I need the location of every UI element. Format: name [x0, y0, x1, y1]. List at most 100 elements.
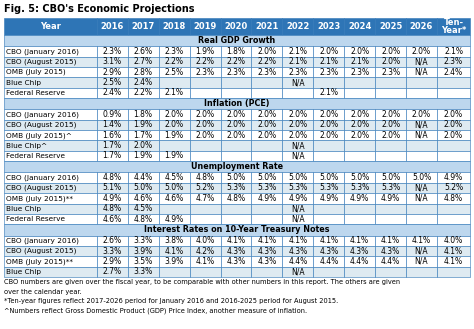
Bar	[283, 214, 313, 224]
Bar	[220, 236, 251, 246]
Text: 2.0%: 2.0%	[288, 110, 308, 119]
Bar	[190, 77, 220, 88]
Text: N/A: N/A	[291, 151, 305, 161]
Bar	[190, 18, 220, 35]
Bar	[190, 193, 220, 204]
Bar	[190, 172, 220, 183]
Bar	[251, 172, 283, 183]
Bar	[159, 214, 190, 224]
Bar	[220, 246, 251, 256]
Text: 4.9%: 4.9%	[381, 194, 400, 203]
Text: 2.0%: 2.0%	[381, 47, 400, 56]
Bar	[283, 204, 313, 214]
Bar	[375, 77, 406, 88]
Text: 2.6%: 2.6%	[103, 236, 122, 245]
Text: 1.9%: 1.9%	[134, 120, 153, 129]
Text: 2.3%: 2.3%	[319, 68, 338, 77]
Bar	[375, 18, 406, 35]
Bar	[4, 98, 470, 109]
Bar	[220, 67, 251, 77]
Bar	[159, 46, 190, 57]
Bar	[4, 18, 97, 35]
Text: CBO (August 2015): CBO (August 2015)	[7, 248, 77, 254]
Text: 2.1%: 2.1%	[319, 89, 338, 97]
Bar	[283, 88, 313, 98]
Text: OMB (July 2015)^: OMB (July 2015)^	[7, 132, 73, 139]
Text: 4.0%: 4.0%	[444, 236, 463, 245]
Text: 2.0%: 2.0%	[319, 110, 338, 119]
Text: 3.3%: 3.3%	[134, 267, 153, 276]
Text: 2.2%: 2.2%	[257, 57, 276, 66]
Text: 4.6%: 4.6%	[103, 215, 122, 224]
Text: 2023: 2023	[317, 22, 340, 31]
Text: Interest Rates on 10-Year Treasury Notes: Interest Rates on 10-Year Treasury Notes	[144, 225, 330, 234]
Bar	[313, 57, 344, 67]
Bar	[251, 67, 283, 77]
Bar	[159, 67, 190, 77]
Text: 1.9%: 1.9%	[134, 151, 153, 161]
Text: 3.3%: 3.3%	[103, 247, 122, 256]
Bar	[437, 46, 470, 57]
Text: 5.0%: 5.0%	[227, 173, 246, 182]
Bar	[344, 183, 375, 193]
Bar	[313, 214, 344, 224]
Bar	[128, 46, 159, 57]
Bar	[283, 140, 313, 151]
Text: 5.0%: 5.0%	[257, 173, 276, 182]
Text: N/A: N/A	[415, 57, 428, 66]
Text: Year: Year	[40, 22, 61, 31]
Bar	[251, 88, 283, 98]
Text: CBO (August 2015): CBO (August 2015)	[7, 122, 77, 128]
Bar	[4, 224, 470, 236]
Text: 2.5%: 2.5%	[164, 68, 183, 77]
Text: 4.1%: 4.1%	[381, 236, 400, 245]
Bar	[437, 109, 470, 120]
Text: 4.1%: 4.1%	[164, 247, 183, 256]
Text: over the calendar year.: over the calendar year.	[4, 289, 82, 294]
Bar	[128, 246, 159, 256]
Text: 3.9%: 3.9%	[164, 257, 184, 266]
Text: 4.9%: 4.9%	[164, 215, 184, 224]
Text: 2.8%: 2.8%	[134, 68, 153, 77]
Bar	[159, 77, 190, 88]
Bar	[406, 172, 437, 183]
Text: 5.0%: 5.0%	[288, 173, 308, 182]
Bar	[313, 67, 344, 77]
Bar	[406, 57, 437, 67]
Text: 2.0%: 2.0%	[350, 110, 369, 119]
Bar	[128, 18, 159, 35]
Bar	[251, 236, 283, 246]
Bar	[344, 88, 375, 98]
Bar	[4, 151, 97, 161]
Text: 2.0%: 2.0%	[444, 110, 463, 119]
Bar	[344, 46, 375, 57]
Text: 1.7%: 1.7%	[103, 141, 122, 150]
Text: 2.4%: 2.4%	[103, 89, 122, 97]
Text: 2.0%: 2.0%	[227, 131, 246, 140]
Bar	[375, 109, 406, 120]
Text: Blue Chip: Blue Chip	[7, 80, 42, 86]
Bar	[344, 246, 375, 256]
Bar	[344, 172, 375, 183]
Bar	[437, 266, 470, 277]
Bar	[220, 193, 251, 204]
Text: 3.5%: 3.5%	[134, 257, 153, 266]
Bar	[190, 57, 220, 67]
Bar	[4, 130, 97, 140]
Bar	[128, 67, 159, 77]
Bar	[375, 88, 406, 98]
Bar	[97, 18, 128, 35]
Text: 2.0%: 2.0%	[381, 57, 400, 66]
Bar	[375, 67, 406, 77]
Bar	[375, 214, 406, 224]
Text: 4.6%: 4.6%	[164, 194, 184, 203]
Bar	[344, 67, 375, 77]
Text: 5.2%: 5.2%	[444, 184, 463, 192]
Bar	[128, 151, 159, 161]
Text: 2.9%: 2.9%	[103, 257, 122, 266]
Text: 2.1%: 2.1%	[444, 47, 463, 56]
Bar	[375, 46, 406, 57]
Bar	[128, 130, 159, 140]
Bar	[251, 266, 283, 277]
Bar	[283, 130, 313, 140]
